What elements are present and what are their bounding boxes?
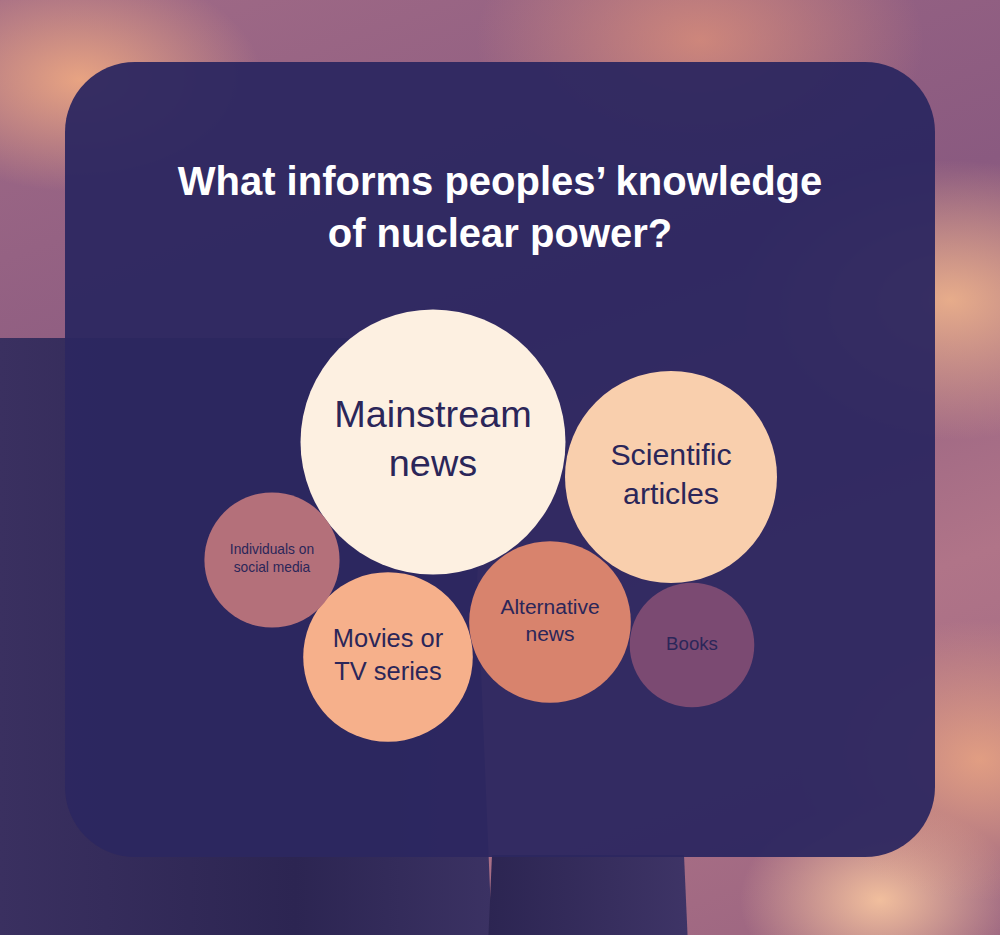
svg-text:Books: Books: [666, 633, 718, 654]
svg-text:What informs peoples’ knowledg: What informs peoples’ knowledgeof nuclea…: [178, 159, 823, 255]
svg-text:Movies orTV series: Movies orTV series: [333, 624, 444, 685]
svg-text:Scientificarticles: Scientificarticles: [610, 438, 731, 510]
svg-text:Alternativenews: Alternativenews: [500, 595, 599, 645]
svg-text:Mainstreamnews: Mainstreamnews: [334, 393, 532, 484]
svg-text:Individuals onsocial media: Individuals onsocial media: [230, 542, 314, 575]
